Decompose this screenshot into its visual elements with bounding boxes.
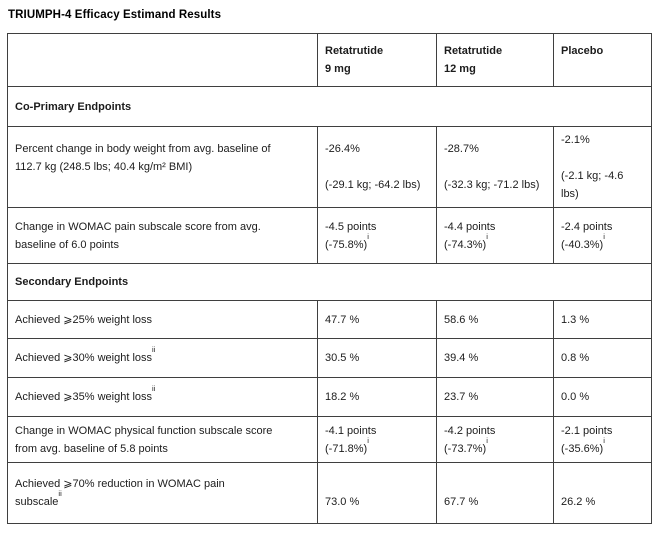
table-header-row: Retatrutide 9 mg Retatrutide 12 mg Place…	[7, 33, 652, 87]
row-womac-physical-function: Change in WOMAC physical function subsca…	[7, 416, 652, 463]
value-cell-reta9: -4.5 points (-75.8%)i	[317, 207, 437, 264]
footnote-marker: i	[367, 435, 369, 445]
endpoint-label: Achieved ⩾70% reduction in WOMAC pain su…	[7, 462, 318, 524]
value-cell-reta12: -28.7% (-32.3 kg; -71.2 lbs)	[436, 126, 554, 208]
section-label: Co-Primary Endpoints	[7, 86, 652, 127]
footnote-marker: i	[486, 231, 488, 241]
drug-name: Retatrutide	[325, 45, 384, 57]
drug-dose: 9 mg	[325, 63, 351, 75]
value-cell-reta12: 58.6 %	[436, 300, 554, 339]
value-cell-reta9: -4.1 points (-71.8%)i	[317, 416, 437, 463]
value-cell-reta12: -4.4 points (-74.3%)i	[436, 207, 554, 264]
col-header-retatrutide-12mg: Retatrutide 12 mg	[436, 33, 554, 87]
spacer	[325, 158, 429, 176]
spacer	[444, 158, 546, 176]
spacer	[444, 475, 546, 493]
col-header-placebo: Placebo	[553, 33, 652, 87]
footnote-marker: i	[603, 435, 605, 445]
value-cell-reta9: 73.0 %	[317, 462, 437, 524]
drug-dose: 12 mg	[444, 63, 476, 75]
row-weight-loss-30: Achieved ⩾30% weight lossii 30.5 % 39.4 …	[7, 338, 652, 378]
header-empty-cell	[7, 33, 318, 87]
value-cell-placebo: -2.1% (-2.1 kg; -4.6 lbs)	[553, 126, 652, 208]
footnote-marker: i	[603, 231, 605, 241]
footnote-marker: ii	[152, 384, 156, 393]
row-womac-pain: Change in WOMAC pain subscale score from…	[7, 207, 652, 264]
row-percent-body-weight: Percent change in body weight from avg. …	[7, 126, 652, 208]
footnote-marker: ii	[152, 345, 156, 354]
footnote-marker: i	[486, 435, 488, 445]
value-cell-reta9: -26.4% (-29.1 kg; -64.2 lbs)	[317, 126, 437, 208]
page-title: TRIUMPH-4 Efficacy Estimand Results	[8, 9, 222, 21]
value-cell-reta9: 30.5 %	[317, 338, 437, 378]
row-weight-loss-25: Achieved ⩾25% weight loss 47.7 % 58.6 % …	[7, 300, 652, 339]
section-row-co-primary: Co-Primary Endpoints	[7, 86, 652, 127]
endpoint-label: Achieved ⩾25% weight loss	[7, 300, 318, 339]
endpoint-label: Change in WOMAC physical function subsca…	[7, 416, 318, 463]
spacer	[15, 176, 310, 194]
footnote-marker: ii	[58, 489, 62, 498]
value-cell-placebo: -2.4 points (-40.3%)i	[553, 207, 652, 264]
section-row-secondary: Secondary Endpoints	[7, 263, 652, 301]
results-table: Retatrutide 9 mg Retatrutide 12 mg Place…	[7, 33, 652, 524]
footnote-marker: i	[367, 231, 369, 241]
spacer	[561, 149, 644, 167]
value-cell-reta9: 18.2 %	[317, 377, 437, 417]
value-cell-placebo: 26.2 %	[553, 462, 652, 524]
value-cell-placebo: 0.8 %	[553, 338, 652, 378]
section-label: Secondary Endpoints	[7, 263, 652, 301]
endpoint-label: Achieved ⩾30% weight lossii	[7, 338, 318, 378]
value-cell-reta12: -4.2 points (-73.7%)i	[436, 416, 554, 463]
drug-name: Retatrutide	[444, 45, 503, 57]
drug-name: Placebo	[561, 45, 604, 57]
value-cell-placebo: 1.3 %	[553, 300, 652, 339]
value-cell-placebo: 0.0 %	[553, 377, 652, 417]
value-cell-reta9: 47.7 %	[317, 300, 437, 339]
row-womac-pain-70-reduction: Achieved ⩾70% reduction in WOMAC pain su…	[7, 462, 652, 524]
value-cell-reta12: 39.4 %	[436, 338, 554, 378]
row-weight-loss-35: Achieved ⩾35% weight lossii 18.2 % 23.7 …	[7, 377, 652, 417]
value-cell-placebo: -2.1 points (-35.6%)i	[553, 416, 652, 463]
spacer	[561, 475, 644, 493]
col-header-retatrutide-9mg: Retatrutide 9 mg	[317, 33, 437, 87]
spacer	[325, 475, 429, 493]
endpoint-label: Change in WOMAC pain subscale score from…	[7, 207, 318, 264]
endpoint-label: Percent change in body weight from avg. …	[7, 126, 318, 208]
value-cell-reta12: 23.7 %	[436, 377, 554, 417]
endpoint-label: Achieved ⩾35% weight lossii	[7, 377, 318, 417]
value-cell-reta12: 67.7 %	[436, 462, 554, 524]
